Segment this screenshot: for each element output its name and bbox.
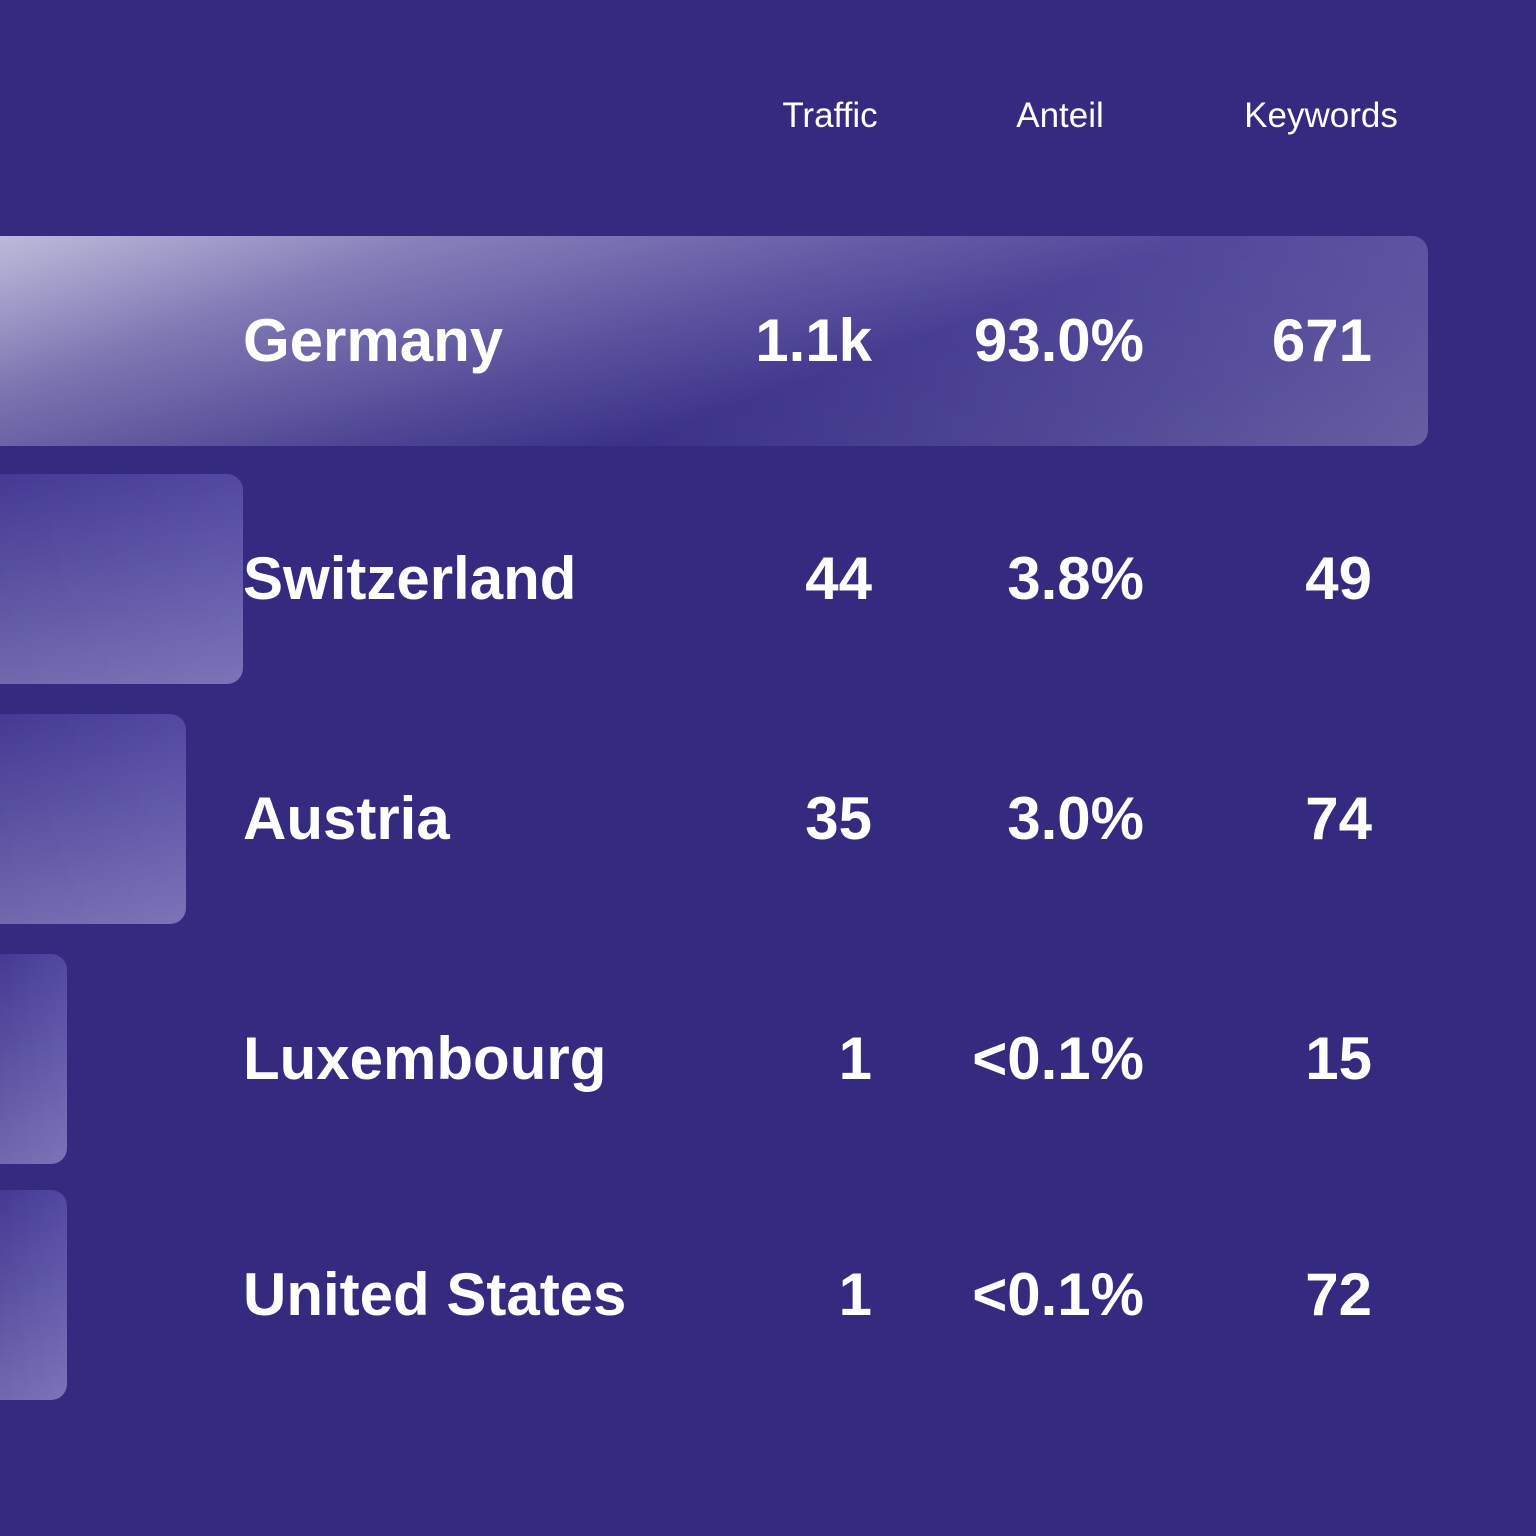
country-label: United States (243, 1261, 627, 1328)
anteil-value: 3.0% (1007, 785, 1144, 852)
anteil-value: 3.8% (1007, 545, 1144, 612)
traffic-value: 44 (805, 545, 872, 612)
bar-united-states (0, 1190, 67, 1400)
country-label: Austria (243, 785, 450, 852)
header-anteil: Anteil (1016, 96, 1104, 135)
anteil-value: <0.1% (972, 1261, 1144, 1328)
traffic-value: 1 (838, 1261, 872, 1328)
keywords-value: 74 (1305, 785, 1372, 852)
table-row: Austria 35 3.0% 74 (0, 714, 1536, 924)
header-keywords: Keywords (1244, 96, 1398, 135)
header-traffic: Traffic (782, 96, 878, 135)
keywords-value: 72 (1305, 1261, 1372, 1328)
country-label: Switzerland (243, 545, 577, 612)
table-row: Luxembourg 1 <0.1% 15 (0, 954, 1536, 1164)
bar-switzerland (0, 474, 243, 684)
table-row: Germany 1.1k 93.0% 671 (0, 236, 1536, 446)
table-row: United States 1 <0.1% 72 (0, 1190, 1536, 1400)
bar-austria (0, 714, 186, 924)
table-row: Switzerland 44 3.8% 49 (0, 474, 1536, 684)
country-label: Germany (243, 307, 504, 374)
keywords-value: 49 (1305, 545, 1372, 612)
keywords-value: 671 (1271, 307, 1372, 374)
bar-germany (0, 236, 1428, 446)
traffic-value: 35 (805, 785, 872, 852)
anteil-value: 93.0% (973, 307, 1144, 374)
bar-luxembourg (0, 954, 67, 1164)
traffic-value: 1.1k (755, 307, 872, 374)
country-label: Luxembourg (243, 1025, 607, 1092)
anteil-value: <0.1% (972, 1025, 1144, 1092)
keywords-value: 15 (1305, 1025, 1372, 1092)
traffic-value: 1 (838, 1025, 872, 1092)
